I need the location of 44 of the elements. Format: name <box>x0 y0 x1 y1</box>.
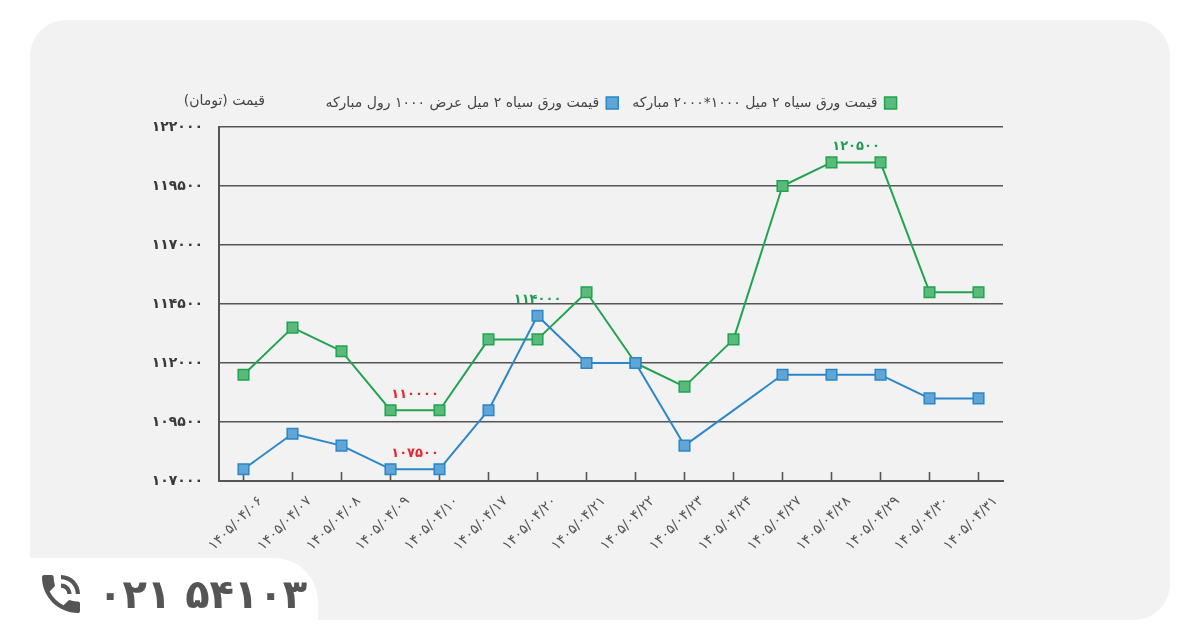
point <box>531 309 544 322</box>
y-axis-title: قیمت (تومان) <box>183 91 265 109</box>
point <box>776 368 789 381</box>
point <box>825 156 838 169</box>
point <box>482 333 495 346</box>
point <box>580 286 593 299</box>
point <box>433 463 446 476</box>
point <box>874 368 887 381</box>
point <box>531 333 544 346</box>
point <box>335 439 348 452</box>
y-tick-label: ۱۲۲۰۰۰ <box>151 117 203 134</box>
point <box>874 156 887 169</box>
point <box>972 392 985 405</box>
point <box>335 345 348 358</box>
point <box>237 463 250 476</box>
point <box>384 404 397 417</box>
y-tick-label: ۱۰۹۵۰۰ <box>151 412 203 429</box>
point <box>972 286 985 299</box>
annotation: ۱۱۴۰۰۰ <box>513 291 562 307</box>
point <box>286 321 299 334</box>
annotation: ۱۰۷۵۰۰ <box>391 444 439 460</box>
point <box>727 333 740 346</box>
legend-label: قیمت ورق سیاه ۲ میل عرض ۱۰۰۰ رول مبارکه <box>325 93 600 111</box>
point <box>384 463 397 476</box>
legend-label: قیمت ورق سیاه ۲ میل ۱۰۰۰*۲۰۰۰ مبارکه <box>632 93 878 111</box>
point <box>482 404 495 417</box>
point <box>237 368 250 381</box>
annotation: ۱۱۰۰۰۰ <box>391 385 439 401</box>
point <box>580 356 593 370</box>
y-tick-label: ۱۱۴۵۰۰ <box>151 294 203 311</box>
y-tick-label: ۱۱۷۰۰۰ <box>151 235 203 252</box>
point <box>286 427 299 440</box>
point <box>776 179 789 193</box>
point <box>923 392 936 405</box>
point <box>825 368 838 381</box>
y-tick-label: ۱۱۹۵۰۰ <box>151 176 203 193</box>
annotation: ۱۲۰۵۰۰ <box>832 137 880 153</box>
y-tick-label: ۱۰۷۰۰۰ <box>151 471 203 488</box>
text: ۰۲۱ ۵۴۱۰۳ <box>98 571 308 617</box>
y-tick-label: ۱۱۲۰۰۰ <box>151 353 203 370</box>
point <box>678 380 691 393</box>
point <box>923 286 936 299</box>
point <box>433 404 446 417</box>
point <box>678 439 691 452</box>
